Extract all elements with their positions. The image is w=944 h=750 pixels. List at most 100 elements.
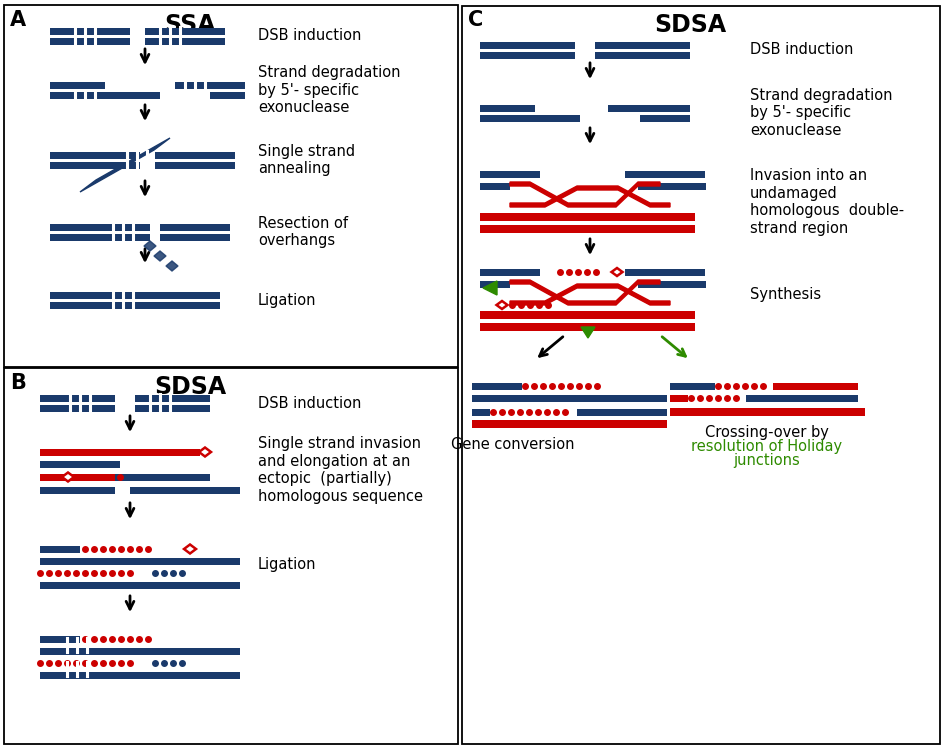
Text: Crossing-over by: Crossing-over by (704, 425, 828, 440)
Bar (471, 382, 521, 389)
Bar (210, 92, 244, 98)
Bar (639, 115, 689, 122)
Bar (577, 409, 666, 416)
Bar (160, 224, 229, 230)
Bar (50, 82, 105, 88)
Text: DSB induction: DSB induction (258, 28, 361, 44)
Bar (50, 292, 220, 298)
Bar (115, 473, 210, 481)
Bar (471, 409, 490, 416)
Polygon shape (199, 448, 211, 457)
Text: SDSA: SDSA (154, 375, 226, 399)
Bar (40, 394, 115, 401)
Bar (40, 460, 120, 467)
Bar (40, 448, 200, 455)
Bar (480, 268, 539, 275)
Polygon shape (496, 301, 507, 309)
Bar (50, 302, 220, 308)
Text: Gene conversion: Gene conversion (451, 437, 574, 452)
Bar (50, 233, 150, 241)
Bar (40, 581, 240, 589)
Bar (4, 368, 458, 744)
Text: B: B (10, 373, 25, 393)
Bar (480, 104, 534, 112)
Bar (40, 545, 80, 553)
Bar (4, 5, 458, 367)
Bar (669, 394, 687, 401)
Bar (480, 323, 694, 331)
Polygon shape (184, 544, 195, 554)
Bar (40, 647, 240, 655)
Bar (480, 311, 694, 319)
Text: Strand degradation
by 5'- specific
exonuclease: Strand degradation by 5'- specific exonu… (258, 65, 400, 115)
Bar (50, 161, 140, 169)
Polygon shape (611, 268, 622, 276)
Bar (50, 38, 130, 44)
Text: Ligation: Ligation (258, 557, 316, 572)
Bar (40, 404, 115, 412)
Bar (50, 92, 160, 98)
Bar (669, 382, 715, 389)
Polygon shape (510, 284, 669, 305)
Text: Synthesis: Synthesis (750, 287, 820, 302)
Polygon shape (62, 472, 74, 482)
Bar (40, 635, 80, 643)
Bar (130, 487, 240, 494)
Bar (480, 52, 574, 58)
Bar (480, 115, 580, 122)
Bar (135, 404, 210, 412)
Bar (480, 41, 574, 49)
Text: resolution of Holiday: resolution of Holiday (691, 439, 842, 454)
Bar (624, 170, 704, 178)
Polygon shape (510, 182, 659, 207)
Text: Ligation: Ligation (258, 292, 316, 308)
Bar (135, 394, 210, 401)
Polygon shape (80, 138, 170, 192)
Bar (595, 52, 689, 58)
Text: Strand degradation
by 5'- specific
exonuclease: Strand degradation by 5'- specific exonu… (750, 88, 891, 138)
Bar (624, 268, 704, 275)
Bar (50, 152, 140, 158)
Bar (480, 213, 694, 221)
Polygon shape (510, 280, 659, 305)
Text: A: A (10, 10, 26, 30)
Bar (40, 473, 210, 481)
Bar (40, 557, 240, 565)
Text: Single strand invasion
and elongation at an
ectopic  (partially)
homologous sequ: Single strand invasion and elongation at… (258, 436, 423, 503)
Text: Resection of
overhangs: Resection of overhangs (258, 216, 347, 248)
Bar (160, 233, 229, 241)
Bar (480, 182, 510, 190)
Bar (745, 394, 857, 401)
Bar (175, 82, 244, 88)
Polygon shape (510, 186, 669, 207)
Text: DSB induction: DSB induction (750, 43, 852, 58)
Text: DSB induction: DSB induction (258, 395, 361, 410)
Polygon shape (143, 241, 156, 251)
Bar (480, 280, 510, 287)
Text: junctions: junctions (733, 453, 800, 468)
Text: Single strand
annealing: Single strand annealing (258, 144, 355, 176)
Bar (40, 671, 240, 679)
Bar (637, 182, 705, 190)
Text: Invasion into an
undamaged
homologous  double-
strand region: Invasion into an undamaged homologous do… (750, 169, 903, 236)
Polygon shape (482, 281, 497, 295)
Polygon shape (581, 327, 595, 338)
Text: C: C (467, 10, 482, 30)
Bar (471, 420, 666, 428)
Bar (480, 170, 539, 178)
Bar (595, 41, 689, 49)
Bar (50, 28, 130, 34)
Bar (144, 28, 225, 34)
Text: SSA: SSA (164, 13, 215, 37)
Bar (772, 382, 857, 389)
Bar (50, 224, 150, 230)
Polygon shape (154, 251, 166, 261)
Bar (155, 152, 235, 158)
Bar (607, 104, 689, 112)
Bar (637, 280, 705, 287)
Bar (144, 38, 225, 44)
Bar (40, 487, 115, 494)
Polygon shape (166, 261, 177, 271)
Bar (669, 408, 864, 416)
Text: SDSA: SDSA (653, 13, 725, 37)
